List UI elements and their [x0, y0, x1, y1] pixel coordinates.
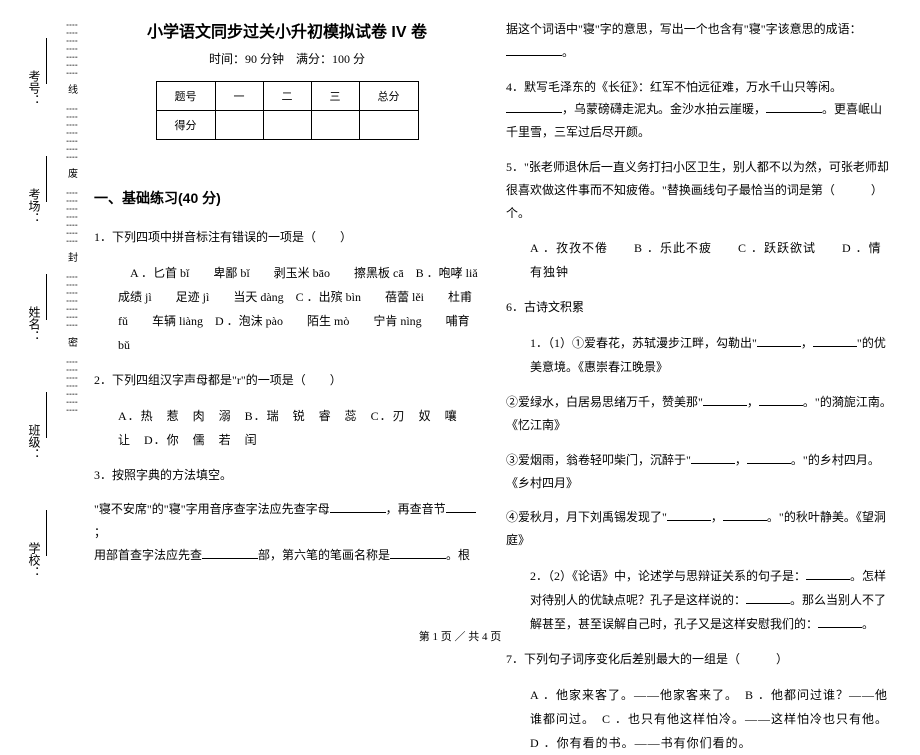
q6-text: ③爱烟雨，翁卷轻叩柴门，沉醉于": [506, 453, 691, 467]
fill-blank[interactable]: [202, 545, 258, 559]
q3-text: 部，第六笔的笔画名称是: [258, 548, 390, 562]
q6-part2: 2．（2）《论语》中，论述学与思辩证关系的句子是：。怎样对待别人的优缺点呢？孔子…: [506, 564, 892, 636]
q6-text: 1．（1）①爱春花，苏轼漫步江畔，勾勒出": [530, 336, 757, 350]
q7-options: A ．他家来客了。——他家客来了。 B ．他都问过谁？——他谁都问过。 C ．也…: [506, 683, 892, 755]
q3-text: ，再查音节: [386, 502, 446, 516]
q2-options: A．热 惹 肉 溺 B．瑞 锐 睿 蕊 C．刃 奴 嚷 让 D．你 儒 若 闰: [94, 404, 480, 452]
side-line: [46, 392, 47, 438]
side-line: [46, 510, 47, 556]
q6-heading: 6．古诗文积累: [506, 296, 892, 319]
left-column: 小学语文同步过关小升初模拟试卷 IV 卷 时间：90 分钟 满分：100 分 题…: [94, 18, 480, 618]
q4: 4．默写毛泽东的《长征》：红军不怕远征难，万水千山只等闲。 ，乌蒙磅礴走泥丸。金沙…: [506, 76, 892, 144]
score-header: 二: [263, 82, 311, 111]
side-line: [46, 274, 47, 320]
score-cell: [359, 111, 418, 140]
score-cell: [311, 111, 359, 140]
binding-char: 废: [64, 168, 79, 184]
score-header: 一: [215, 82, 263, 111]
q6-item1: 1．（1）①爱春花，苏轼漫步江畔，勾勒出"，"的优美意境。《惠崇春江晚景》: [506, 331, 892, 379]
q3-text: ；: [94, 525, 106, 539]
q1-stem: 1．下列四项中拼音标注有错误的一项是（ ）: [94, 226, 480, 249]
binding-dots: ┊┊┊┊┊┊┊: [66, 274, 77, 330]
binding-dots: ┊┊┊┊┊┊┊: [66, 190, 77, 246]
exam-subtitle: 时间：90 分钟 满分：100 分: [94, 50, 480, 67]
fill-blank[interactable]: [703, 392, 747, 406]
page-body: 小学语文同步过关小升初模拟试卷 IV 卷 时间：90 分钟 满分：100 分 题…: [94, 18, 894, 618]
q3-text: "寝不安席"的"寝"字用音序查字法应先查字母: [94, 502, 330, 516]
fill-blank[interactable]: [818, 614, 862, 628]
fill-blank[interactable]: [667, 507, 711, 521]
binding-line: ┊┊┊┊┊┊┊ 线 ┊┊┊┊┊┊┊ 废 ┊┊┊┊┊┊┊ 封 ┊┊┊┊┊┊┊ 密 …: [62, 0, 80, 620]
q6-item3: ③爱烟雨，翁卷轻叩柴门，沉醉于"，。"的乡村四月。《乡村四月》: [506, 449, 892, 495]
q6-text: ，: [747, 395, 759, 409]
binding-char: 密: [64, 337, 79, 353]
side-label-name: 姓名：: [26, 306, 43, 342]
score-header: 总分: [359, 82, 418, 111]
q5-options: A ．孜孜不倦 B ．乐此不疲 C ．跃跃欲试 D ．情有独钟: [506, 236, 892, 284]
fill-blank[interactable]: [330, 499, 386, 513]
q3c-text: 。: [562, 45, 574, 59]
q3-body: "寝不安席"的"寝"字用音序查字法应先查字母 ，再查音节 ； 用部首查字法应先查 部，…: [94, 498, 480, 566]
q5: 5．"张老师退休后一直义务打扫小区卫生，别人都不以为然，可张老师却很喜欢做这件事…: [506, 156, 892, 224]
score-cell: [263, 111, 311, 140]
q3-text: 用部首查字法应先查: [94, 548, 202, 562]
exam-title: 小学语文同步过关小升初模拟试卷 IV 卷: [94, 18, 480, 42]
q3c-text: 据这个词语中"寝"字的意思，写出一个也含有"寝"字该意思的成语：: [506, 22, 862, 36]
q6-item2: ②爱绿水，白居易思绪万千，赞美那"，。"的漪旎江南。《忆江南》: [506, 391, 892, 437]
binding-char: 线: [64, 84, 79, 100]
fill-blank[interactable]: [691, 450, 735, 464]
side-label-exam-no: 考号：: [26, 70, 43, 106]
right-column: 据这个词语中"寝"字的意思，写出一个也含有"寝"字该意思的成语： 。 4．默写毛泽…: [506, 18, 892, 618]
q6-text: ④爱秋月，月下刘禹锡发现了": [506, 510, 667, 524]
fill-blank[interactable]: [759, 392, 803, 406]
side-line: [46, 156, 47, 202]
binding-char: 封: [64, 252, 79, 268]
binding-dots: ┊┊┊┊┊┊┊: [66, 359, 77, 415]
fill-blank[interactable]: [506, 42, 562, 56]
q6-text: ，: [711, 510, 723, 524]
q2-stem: 2．下列四组汉字声母都是"r"的一项是（ ）: [94, 369, 480, 392]
side-label-school: 学校：: [26, 542, 43, 578]
q6-text: ，: [801, 336, 813, 350]
fill-blank[interactable]: [747, 450, 791, 464]
fill-blank[interactable]: [506, 99, 562, 113]
side-label-room: 考场：: [26, 188, 43, 224]
binding-dots: ┊┊┊┊┊┊┊: [66, 106, 77, 162]
q6-text: ，: [735, 453, 747, 467]
q6-text: ②爱绿水，白居易思绪万千，赞美那": [506, 395, 703, 409]
fill-blank[interactable]: [390, 545, 446, 559]
section-heading: 一、基础练习(40 分): [94, 188, 480, 208]
q4-text: 4．默写毛泽东的《长征》：红军不怕远征难，万水千山只等闲。: [506, 80, 842, 94]
side-line: [46, 38, 47, 84]
q6p2-text: 2．（2）《论语》中，论述学与思辩证关系的句子是：: [530, 569, 806, 583]
score-header: 题号: [156, 82, 215, 111]
score-table: 题号 一 二 三 总分 得分: [156, 81, 419, 140]
fill-blank[interactable]: [746, 590, 790, 604]
fill-blank[interactable]: [723, 507, 767, 521]
page-footer: 第 1 页 ／ 共 4 页: [0, 628, 920, 644]
table-row: 题号 一 二 三 总分: [156, 82, 418, 111]
q7-stem: 7．下列句子词序变化后差别最大的一组是（ ）: [506, 648, 892, 671]
side-labels: 考号： 考场： 姓名： 班级： 学校：: [26, 0, 56, 620]
fill-blank[interactable]: [757, 333, 801, 347]
fill-blank[interactable]: [446, 499, 476, 513]
q6-item4: ④爱秋月，月下刘禹锡发现了"，。"的秋叶静美。《望洞庭》: [506, 506, 892, 552]
score-row-label: 得分: [156, 111, 215, 140]
score-cell: [215, 111, 263, 140]
q3-stem: 3．按照字典的方法填空。: [94, 464, 480, 487]
q1-options: A ．匕首 bǐ 卑鄙 bǐ 剥玉米 bāo 擦黑板 cā B ．咆哮 liǎ …: [94, 261, 480, 357]
q3-continued: 据这个词语中"寝"字的意思，写出一个也含有"寝"字该意思的成语： 。: [506, 18, 892, 64]
binding-dots: ┊┊┊┊┊┊┊: [66, 22, 77, 78]
fill-blank[interactable]: [766, 99, 822, 113]
q4-text: ，乌蒙磅礴走泥丸。金沙水拍云崖暖，: [562, 102, 766, 116]
q3-text: 。根: [446, 548, 470, 562]
side-label-class: 班级：: [26, 424, 43, 460]
score-header: 三: [311, 82, 359, 111]
fill-blank[interactable]: [806, 566, 850, 580]
table-row: 得分: [156, 111, 418, 140]
fill-blank[interactable]: [813, 333, 857, 347]
